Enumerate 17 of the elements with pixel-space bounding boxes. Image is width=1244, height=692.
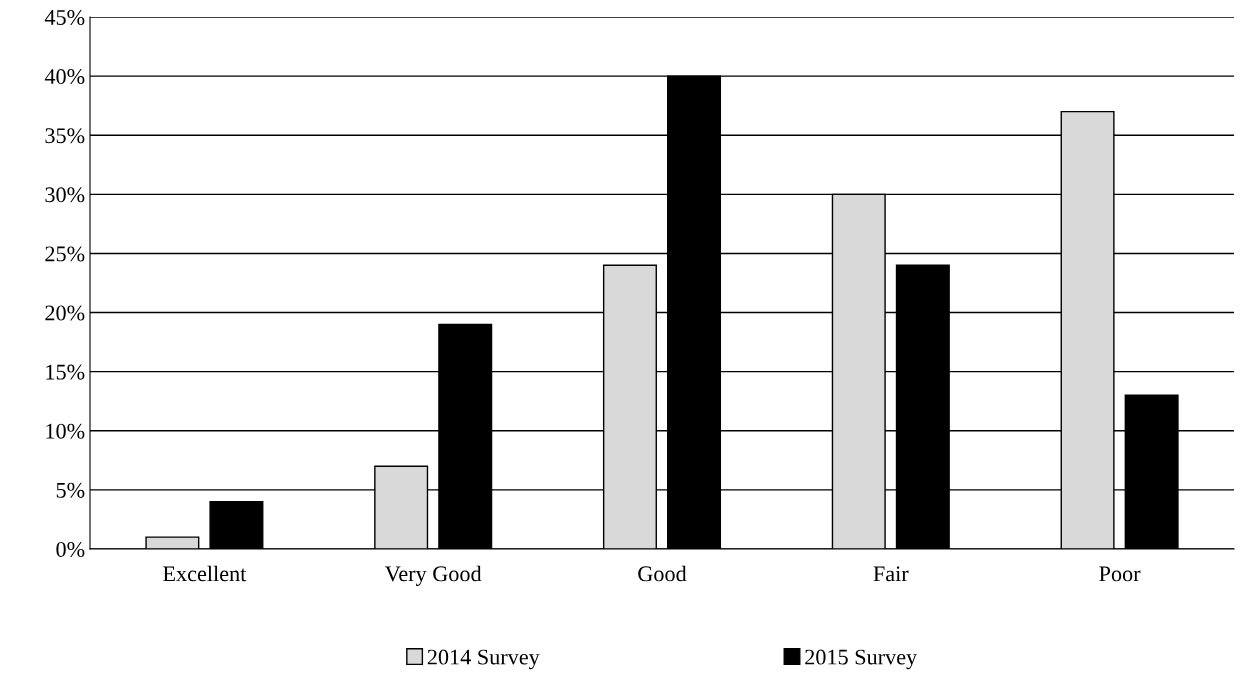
x-tick-label: Very Good <box>385 565 482 586</box>
legend-label: 2015 Survey <box>805 649 918 670</box>
y-tick-label: 0% <box>56 541 85 557</box>
y-tick-label: 40% <box>44 69 85 85</box>
x-tick-label: Excellent <box>163 565 247 582</box>
y-tick-label: 35% <box>45 128 85 144</box>
y-tick-label: 45% <box>44 9 85 25</box>
x-tick-label: Poor <box>1099 566 1141 582</box>
y-tick-label: 5% <box>56 482 85 498</box>
y-tick-label: 15% <box>46 364 85 380</box>
legend-label: 2014 Survey <box>427 649 540 670</box>
y-tick-label: 10% <box>46 423 85 439</box>
y-tick-label: 25% <box>45 246 85 262</box>
y-tick-label: 20% <box>45 305 85 321</box>
x-tick-label: Fair <box>873 566 909 582</box>
y-tick-label: 30% <box>45 187 85 203</box>
x-tick-label: Good <box>638 565 687 582</box>
